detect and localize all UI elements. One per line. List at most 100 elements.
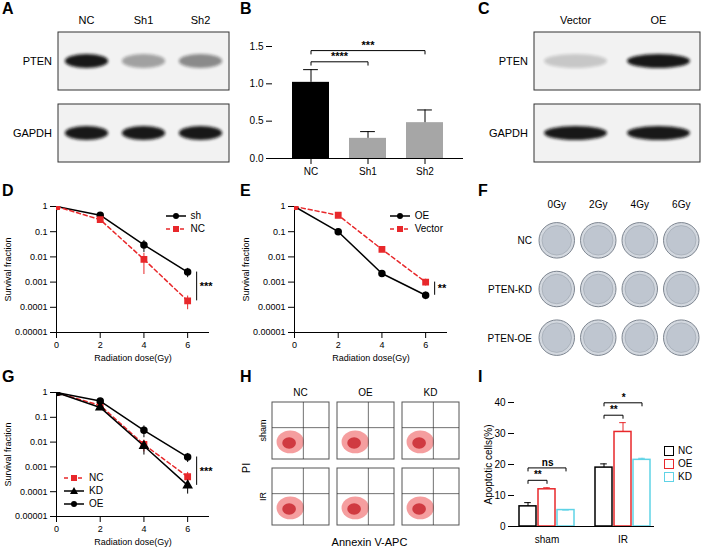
svg-text:6: 6 <box>185 340 190 350</box>
svg-text:0: 0 <box>500 521 506 532</box>
html-text:sh: sh <box>190 210 202 221</box>
svg-text:6: 6 <box>423 340 428 350</box>
svg-text:0.1: 0.1 <box>35 227 48 237</box>
svg-text:0.1: 0.1 <box>35 412 48 422</box>
svg-text:ns: ns <box>542 457 554 468</box>
svg-text:NC: NC <box>304 166 318 177</box>
svg-text:0.001: 0.001 <box>263 277 286 287</box>
svg-text:40: 40 <box>494 397 506 408</box>
svg-text:Radiation dose(Gy): Radiation dose(Gy) <box>332 353 410 363</box>
html-text:Vector: Vector <box>414 223 443 234</box>
html-text:OE: OE <box>678 458 693 469</box>
svg-text:4: 4 <box>379 340 384 350</box>
svg-text:2: 2 <box>98 524 103 534</box>
svg-text:Radiation dose(Gy): Radiation dose(Gy) <box>94 537 172 547</box>
svg-text:Survival fraction: Survival fraction <box>3 422 13 486</box>
svg-text:4Gy: 4Gy <box>631 199 649 210</box>
svg-text:1.0: 1.0 <box>250 78 264 89</box>
html-text:C: C <box>478 0 490 17</box>
svg-text:Radiation dose(Gy): Radiation dose(Gy) <box>94 353 172 363</box>
html-text:G: G <box>2 368 15 385</box>
svg-text:**: ** <box>438 282 447 294</box>
svg-text:GAPDH: GAPDH <box>13 127 52 139</box>
svg-text:***: *** <box>200 465 214 477</box>
svg-text:KD: KD <box>424 387 438 398</box>
svg-text:0: 0 <box>54 340 59 350</box>
svg-text:IR: IR <box>258 491 268 501</box>
svg-text:***: *** <box>362 39 376 51</box>
svg-text:**: ** <box>610 404 618 415</box>
svg-text:Vector: Vector <box>560 14 592 26</box>
html-text:OE: OE <box>414 210 430 221</box>
svg-text:0.001: 0.001 <box>25 462 48 472</box>
svg-text:Sh2: Sh2 <box>191 14 211 26</box>
svg-text:0.01: 0.01 <box>30 437 48 447</box>
svg-text:0.0001: 0.0001 <box>20 487 48 497</box>
svg-text:0.00001: 0.00001 <box>15 327 48 337</box>
svg-text:0.0001: 0.0001 <box>20 302 48 312</box>
svg-text:6Gy: 6Gy <box>672 199 690 210</box>
svg-text:PTEN-OE: PTEN-OE <box>488 333 533 344</box>
svg-text:2: 2 <box>98 340 103 350</box>
svg-text:20: 20 <box>494 459 506 470</box>
svg-text:0.1: 0.1 <box>273 227 286 237</box>
svg-text:10: 10 <box>494 490 506 501</box>
svg-text:Sh1: Sh1 <box>359 166 377 177</box>
svg-text:OE: OE <box>651 14 667 26</box>
svg-text:0.0: 0.0 <box>250 153 264 164</box>
svg-text:0: 0 <box>54 524 59 534</box>
html-text:H: H <box>240 368 252 385</box>
svg-text:4: 4 <box>141 340 146 350</box>
svg-text:Sh1: Sh1 <box>134 14 154 26</box>
svg-text:Sh2: Sh2 <box>416 166 434 177</box>
svg-text:0: 0 <box>292 340 297 350</box>
html-text:NC: NC <box>190 223 205 234</box>
svg-text:PTEN-KD: PTEN-KD <box>488 284 532 295</box>
svg-text:1: 1 <box>42 387 47 397</box>
svg-text:6: 6 <box>185 524 190 534</box>
svg-text:PTEN: PTEN <box>499 55 528 67</box>
svg-text:PI: PI <box>240 463 252 473</box>
svg-text:Survival fraction: Survival fraction <box>3 237 13 301</box>
html-text:D: D <box>2 182 14 199</box>
html-text:KD: KD <box>678 471 692 482</box>
svg-text:**: ** <box>534 469 542 480</box>
html-text:A: A <box>2 0 14 17</box>
svg-text:0.0001: 0.0001 <box>258 302 286 312</box>
svg-text:sham: sham <box>535 534 559 545</box>
svg-text:30: 30 <box>494 428 506 439</box>
html-text:NC: NC <box>678 445 693 456</box>
svg-text:4: 4 <box>141 524 146 534</box>
svg-text:NC: NC <box>518 235 532 246</box>
svg-text:0.5: 0.5 <box>250 115 264 126</box>
svg-text:GAPDH: GAPDH <box>489 127 528 139</box>
svg-text:*: * <box>622 392 626 403</box>
svg-text:0.01: 0.01 <box>30 252 48 262</box>
svg-text:0.00001: 0.00001 <box>15 511 48 521</box>
svg-text:2: 2 <box>336 340 341 350</box>
svg-text:NC: NC <box>79 14 95 26</box>
svg-text:1.5: 1.5 <box>250 41 264 52</box>
svg-text:0.01: 0.01 <box>268 252 286 262</box>
svg-text:0.00001: 0.00001 <box>253 327 286 337</box>
html-text:B: B <box>240 0 252 17</box>
svg-text:****: **** <box>331 50 349 62</box>
svg-text:IR: IR <box>618 534 628 545</box>
html-text:E: E <box>240 182 251 199</box>
svg-text:sham: sham <box>258 419 268 441</box>
svg-text:PTEN: PTEN <box>23 55 52 67</box>
svg-text:2Gy: 2Gy <box>589 199 607 210</box>
html-text:OE: OE <box>89 498 104 509</box>
svg-text:NC: NC <box>293 387 307 398</box>
html-text:NC: NC <box>89 472 104 483</box>
svg-text:1: 1 <box>42 201 47 211</box>
svg-text:1: 1 <box>280 201 285 211</box>
svg-text:Apoptotic cells(%): Apoptotic cells(%) <box>483 424 494 504</box>
svg-text:0Gy: 0Gy <box>548 199 566 210</box>
svg-text:OE: OE <box>358 387 373 398</box>
svg-text:Annexin V-APC: Annexin V-APC <box>332 536 408 548</box>
svg-text:0.001: 0.001 <box>25 277 48 287</box>
html-text:KD: KD <box>89 485 103 496</box>
svg-text:***: *** <box>200 280 214 292</box>
svg-text:Survival fraction: Survival fraction <box>241 237 251 301</box>
